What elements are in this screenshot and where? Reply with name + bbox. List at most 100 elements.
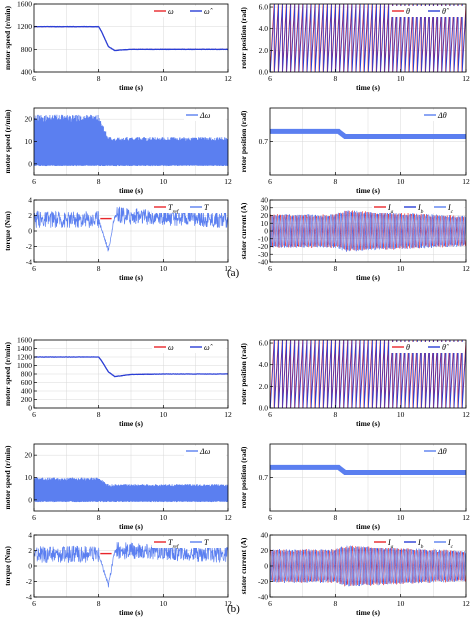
y-tick-label: 800 <box>21 45 33 54</box>
x-tick-label: 10 <box>160 74 168 83</box>
chart-a5: 6 8 10 12 -4 -2 0 2 4 time (s) torque (Nm) Tref T <box>3 196 232 283</box>
chart-b2: 6 8 10 12 0.0 2.0 4.0 6.0 time (s) rotor position… <box>239 339 470 428</box>
y-tick-label: -4 <box>26 593 32 602</box>
x-axis-label: time (s) <box>119 273 143 282</box>
legend-label: θ̂ <box>442 343 449 352</box>
x-tick-label: 6 <box>268 177 272 186</box>
legend-label: Tref <box>168 538 180 550</box>
legend-label: Δω <box>199 447 211 456</box>
legend-label: Ib <box>417 203 424 215</box>
y-tick-label: 20 <box>261 211 269 220</box>
x-axis-label: time (s) <box>356 522 380 531</box>
plot-frame <box>269 3 467 73</box>
series-group <box>34 477 228 503</box>
x-tick-label: 8 <box>333 410 337 419</box>
legend-label: ω <box>168 7 174 16</box>
legend: Δθ <box>422 446 464 457</box>
x-tick-label: 10 <box>160 410 168 419</box>
y-tick-label: 400 <box>21 68 33 77</box>
y-tick-label: -40 <box>258 593 268 602</box>
y-tick-label: 0.7 <box>259 137 269 146</box>
chart-a4: 6 8 10 12 0.7 time (s) rotor position (rad) Δθ <box>239 107 470 195</box>
legend-label: Ic <box>447 538 454 550</box>
x-tick-label: 8 <box>97 177 101 186</box>
x-tick-label: 10 <box>160 599 168 608</box>
x-axis-label: time (s) <box>119 608 143 617</box>
y-tick-label: 6.0 <box>259 339 269 348</box>
series-group <box>34 25 228 52</box>
legend: θ θ̂ <box>390 342 464 353</box>
y-tick-label: -10 <box>258 234 268 243</box>
ic-line <box>270 545 466 587</box>
legend: ω ω̂ <box>152 6 226 17</box>
y-tick-label: 40 <box>261 196 269 205</box>
legend: Δθ <box>422 110 464 121</box>
x-tick-label: 8 <box>97 264 101 273</box>
x-tick-label: 12 <box>462 599 470 608</box>
y-tick-label: 2.0 <box>259 382 269 391</box>
y-tick-label: 0 <box>28 159 32 168</box>
omega-hat-line <box>34 25 228 52</box>
y-axis-label: stator current (A) <box>239 202 248 259</box>
y-tick-label: 800 <box>21 370 33 379</box>
y-tick-label: -20 <box>258 577 268 586</box>
legend-label: T <box>204 538 209 547</box>
y-tick-label: 10 <box>25 137 33 146</box>
y-tick-label: 4 <box>28 531 32 540</box>
x-tick-label: 8 <box>97 74 101 83</box>
y-axis-label: motor speed (r/min) <box>3 5 12 70</box>
x-tick-label: 8 <box>97 410 101 419</box>
series-group <box>270 545 466 587</box>
x-axis-label: time (s) <box>119 522 143 531</box>
y-tick-label: 1600 <box>17 336 32 345</box>
x-tick-label: 12 <box>224 177 232 186</box>
y-tick-label: 40 <box>261 531 269 540</box>
y-tick-label: 2 <box>28 211 32 220</box>
legend-box <box>372 202 464 213</box>
legend-label: Ib <box>417 538 424 550</box>
x-tick-label: 6 <box>268 513 272 522</box>
x-tick-label: 10 <box>160 177 168 186</box>
x-tick-label: 6 <box>32 264 36 273</box>
y-tick-label: -20 <box>258 242 268 251</box>
chart-a2: 6 8 10 12 0.0 2.0 4.0 6.0 time (s) rotor position… <box>239 3 470 92</box>
x-axis-label: time (s) <box>119 83 143 92</box>
x-tick-label: 12 <box>462 177 470 186</box>
x-tick-label: 8 <box>97 599 101 608</box>
omega-hat-line <box>34 356 228 378</box>
x-tick-label: 12 <box>462 264 470 273</box>
x-tick-label: 8 <box>97 513 101 522</box>
y-axis-label: stator current (A) <box>239 537 248 594</box>
chart-b6: 6 8 10 12 -40 -20 0 20 40 time (s) stator current … <box>239 531 470 618</box>
legend: Δω <box>184 110 226 121</box>
x-axis-label: time (s) <box>119 186 143 195</box>
x-tick-label: 6 <box>32 513 36 522</box>
series-group <box>270 128 466 139</box>
y-tick-label: -40 <box>258 258 268 267</box>
y-tick-label: 600 <box>21 378 33 387</box>
legend-box <box>152 6 226 17</box>
x-tick-label: 10 <box>397 177 405 186</box>
legend: θ θ̂ <box>390 6 464 17</box>
x-tick-label: 8 <box>333 74 337 83</box>
series-group <box>34 114 228 167</box>
x-tick-label: 12 <box>224 264 232 273</box>
delta-omega-line <box>34 114 228 167</box>
x-axis-label: time (s) <box>356 273 380 282</box>
y-tick-label: 20 <box>25 115 33 124</box>
legend-label: ω̂ <box>204 7 213 16</box>
y-tick-label: 30 <box>261 203 269 212</box>
y-tick-label: 1000 <box>17 361 32 370</box>
y-axis-label: torque (Nm) <box>3 211 12 251</box>
x-tick-label: 6 <box>268 264 272 273</box>
y-tick-label: 0.0 <box>259 404 269 413</box>
x-axis-label: time (s) <box>356 419 380 428</box>
x-tick-label: 10 <box>160 513 168 522</box>
legend-label: ω̂ <box>204 343 213 352</box>
x-tick-label: 10 <box>397 513 405 522</box>
ic-line <box>270 210 466 252</box>
legend-box <box>390 6 464 17</box>
y-axis-label: rotor position (rad) <box>239 7 248 69</box>
